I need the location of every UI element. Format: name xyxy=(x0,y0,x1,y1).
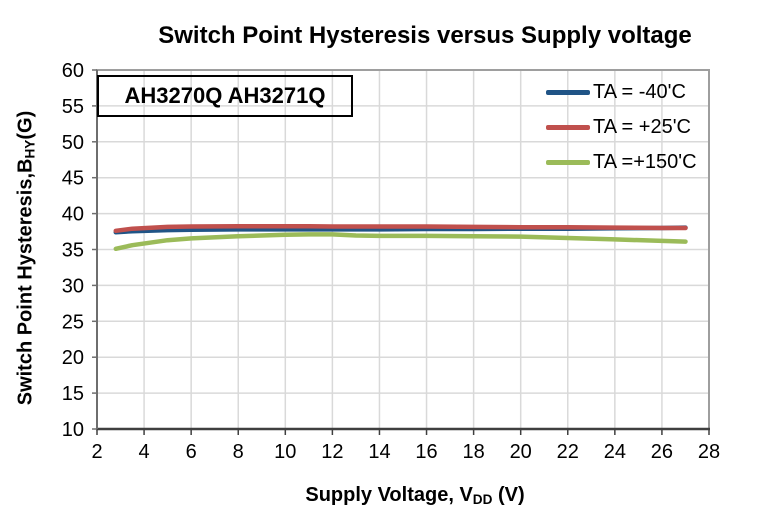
x-tick-label: 4 xyxy=(139,441,150,463)
legend-line-swatch-red-icon xyxy=(546,124,590,130)
x-tick-label: 22 xyxy=(557,441,579,463)
x-axis-title: Supply Voltage, VDD (V) xyxy=(305,484,524,507)
legend-label-ta-minus-40c: TA = -40'C xyxy=(593,80,686,103)
y-tick-label: 35 xyxy=(62,240,84,262)
part-number-label: AH3270Q AH3271Q xyxy=(124,83,326,108)
y-axis-title-unit: (G) xyxy=(14,110,37,140)
y-tick-label: 60 xyxy=(62,60,84,82)
y-tick-label: 25 xyxy=(62,311,84,333)
chart-title: Switch Point Hysteresis versus Supply vo… xyxy=(158,22,692,49)
legend-label-ta-plus-150c: TA =+150'C xyxy=(593,150,697,173)
x-tick-label: 24 xyxy=(604,441,626,463)
part-number-box: AH3270Q AH3271Q xyxy=(97,75,353,117)
legend-item-ta-minus-40c: TA = -40'C xyxy=(546,80,697,104)
x-tick-label: 26 xyxy=(651,441,673,463)
x-axis-title-unit: (V) xyxy=(492,484,525,506)
x-tick-label: 20 xyxy=(510,441,532,463)
y-axis-title: Switch Point Hysteresis,BHY(G) xyxy=(15,111,38,406)
x-tick-label: 8 xyxy=(233,441,244,463)
y-tick-label: 15 xyxy=(62,383,84,405)
x-axis-title-text: Supply Voltage, V xyxy=(305,484,473,506)
x-tick-label: 6 xyxy=(186,441,197,463)
legend-line-swatch-green-icon xyxy=(546,159,590,165)
x-tick-label: 14 xyxy=(368,441,390,463)
x-axis-title-subscript: DD xyxy=(472,491,493,507)
series-line-2 xyxy=(113,232,688,252)
legend-item-ta-plus-25c: TA = +25'C xyxy=(546,115,697,139)
legend-label-ta-plus-25c: TA = +25'C xyxy=(593,115,691,138)
y-tick-label: 40 xyxy=(62,204,84,226)
y-tick-label: 50 xyxy=(62,132,84,154)
legend-line-swatch-blue-icon xyxy=(546,89,590,95)
legend-item-ta-plus-150c: TA =+150'C xyxy=(546,150,697,174)
y-tick-label: 30 xyxy=(62,275,84,297)
y-tick-label: 45 xyxy=(62,168,84,190)
x-tick-label: 12 xyxy=(321,441,343,463)
y-tick-label: 10 xyxy=(62,419,84,441)
y-tick-label: 20 xyxy=(62,347,84,369)
x-tick-label: 16 xyxy=(415,441,437,463)
x-tick-label: 18 xyxy=(462,441,484,463)
y-tick-label: 55 xyxy=(62,96,84,118)
y-axis-title-subscript: HY xyxy=(22,139,38,159)
series-line-1 xyxy=(113,223,688,234)
y-axis-title-text: Switch Point Hysteresis,B xyxy=(14,158,37,406)
x-tick-label: 28 xyxy=(698,441,720,463)
x-tick-label: 10 xyxy=(274,441,296,463)
legend: TA = -40'C TA = +25'C TA =+150'C xyxy=(546,80,697,185)
x-tick-label: 2 xyxy=(91,441,102,463)
